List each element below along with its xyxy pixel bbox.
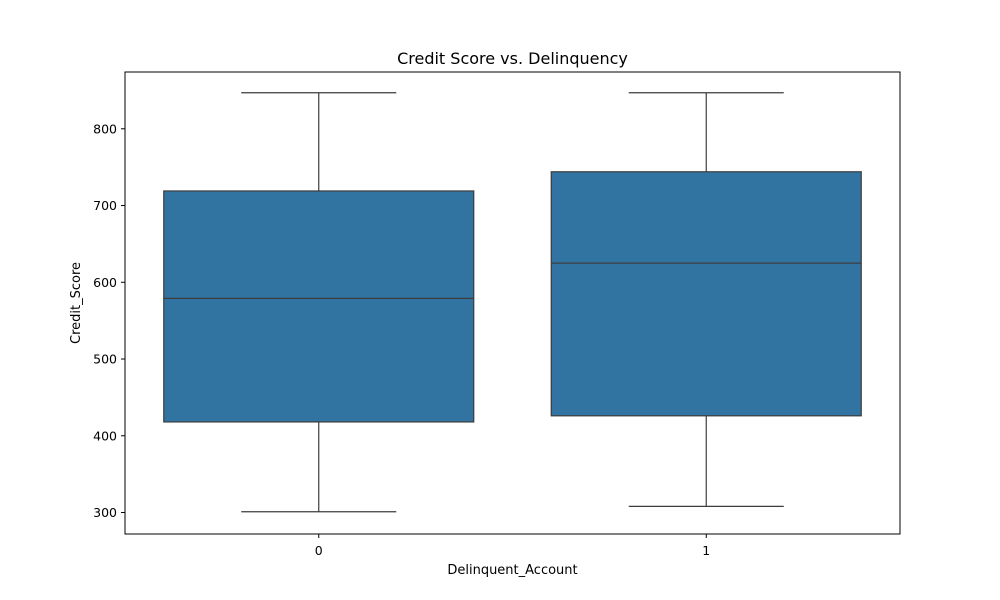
y-tick-label-600: 600 [93,275,117,290]
y-tick-label-700: 700 [93,198,117,213]
y-tick-label-400: 400 [93,428,117,443]
box-body-0 [163,190,475,423]
box-body-1 [550,171,862,417]
plot-frame [124,71,901,535]
y-tick-label-800: 800 [93,121,117,136]
chart-title: Credit Score vs. Delinquency [397,49,628,68]
plot-area [163,92,862,513]
y-tick-label-500: 500 [93,352,117,367]
y-axis: 300 400 500 600 700 800 [93,121,125,520]
box-1 [550,92,862,507]
x-tick-label-1: 1 [702,543,710,558]
box-0 [163,92,475,513]
y-axis-label: Credit_Score [69,262,84,344]
x-tick-label-0: 0 [315,543,323,558]
x-axis-label: Delinquent_Account [447,563,577,578]
y-tick-label-300: 300 [93,505,117,520]
